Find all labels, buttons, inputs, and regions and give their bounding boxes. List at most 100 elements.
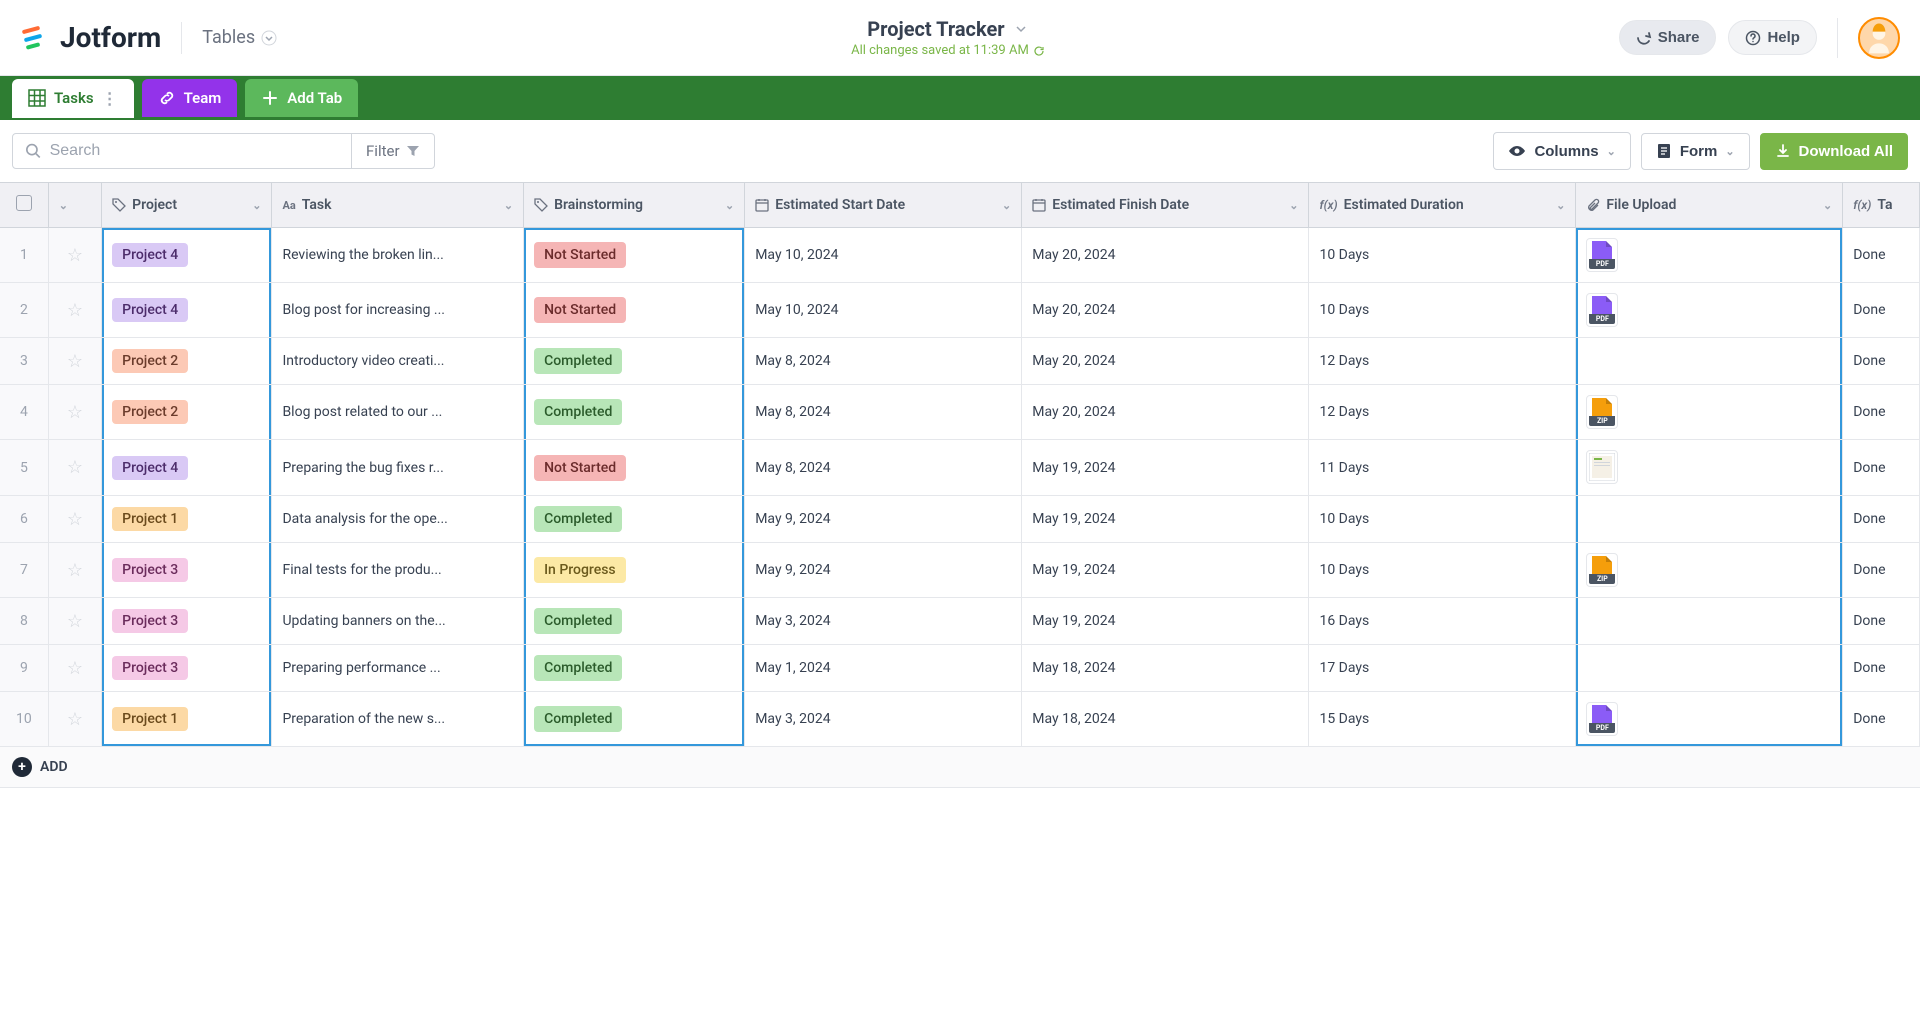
cell-finish-date[interactable]: May 19, 2024 — [1022, 496, 1309, 543]
cell-task[interactable]: Introductory video creati... — [272, 338, 524, 385]
tab-menu-icon[interactable]: ⋮ — [102, 89, 118, 108]
cell-file[interactable]: PDF — [1576, 692, 1843, 747]
cell-finish-date[interactable]: May 19, 2024 — [1022, 598, 1309, 645]
table-row[interactable]: 4☆Project 2Blog post related to our ...C… — [0, 385, 1920, 440]
project-title[interactable]: Project Tracker — [851, 17, 1045, 41]
star-button[interactable]: ☆ — [48, 385, 101, 440]
table-row[interactable]: 1☆Project 4Reviewing the broken lin...No… — [0, 228, 1920, 283]
download-all-button[interactable]: Download All — [1760, 133, 1908, 170]
cell-status[interactable]: Completed — [524, 598, 745, 645]
table-row[interactable]: 5☆Project 4Preparing the bug fixes r...N… — [0, 440, 1920, 496]
cell-file[interactable] — [1576, 496, 1843, 543]
checkbox-icon[interactable] — [16, 195, 32, 211]
cell-task[interactable]: Preparation of the new s... — [272, 692, 524, 747]
cell-status[interactable]: Completed — [524, 645, 745, 692]
file-attachment[interactable]: PDF — [1586, 702, 1618, 736]
cell-project[interactable]: Project 1 — [102, 692, 272, 747]
select-all-header[interactable] — [0, 183, 48, 228]
cell-start-date[interactable]: May 3, 2024 — [745, 692, 1022, 747]
cell-project[interactable]: Project 3 — [102, 598, 272, 645]
cell-status[interactable]: Not Started — [524, 228, 745, 283]
cell-task[interactable]: Reviewing the broken lin... — [272, 228, 524, 283]
cell-task[interactable]: Preparing the bug fixes r... — [272, 440, 524, 496]
cell-project[interactable]: Project 4 — [102, 283, 272, 338]
cell-project[interactable]: Project 3 — [102, 543, 272, 598]
table-row[interactable]: 9☆Project 3Preparing performance ...Comp… — [0, 645, 1920, 692]
cell-project[interactable]: Project 4 — [102, 440, 272, 496]
cell-finish-date[interactable]: May 19, 2024 — [1022, 440, 1309, 496]
column-header-file[interactable]: File Upload⌄ — [1576, 183, 1843, 228]
star-button[interactable]: ☆ — [48, 228, 101, 283]
cell-status[interactable]: Completed — [524, 692, 745, 747]
columns-button[interactable]: Columns ⌄ — [1493, 132, 1630, 170]
cell-start-date[interactable]: May 9, 2024 — [745, 543, 1022, 598]
help-button[interactable]: Help — [1728, 20, 1817, 55]
cell-status[interactable]: In Progress — [524, 543, 745, 598]
file-attachment[interactable]: PDF — [1586, 293, 1618, 327]
cell-finish-date[interactable]: May 20, 2024 — [1022, 338, 1309, 385]
cell-task[interactable]: Data analysis for the ope... — [272, 496, 524, 543]
cell-finish-date[interactable]: May 18, 2024 — [1022, 645, 1309, 692]
cell-project[interactable]: Project 3 — [102, 645, 272, 692]
column-header-last[interactable]: f(x)Ta — [1843, 183, 1920, 228]
search-input[interactable] — [50, 142, 339, 160]
cell-task[interactable]: Updating banners on the... — [272, 598, 524, 645]
cell-file[interactable] — [1576, 440, 1843, 496]
search-box[interactable] — [12, 133, 352, 169]
cell-status[interactable]: Not Started — [524, 440, 745, 496]
tab-tasks[interactable]: Tasks ⋮ — [12, 79, 134, 118]
column-header-finish[interactable]: Estimated Finish Date⌄ — [1022, 183, 1309, 228]
column-header-start[interactable]: Estimated Start Date⌄ — [745, 183, 1022, 228]
expand-header[interactable]: ⌄ — [48, 183, 101, 228]
star-button[interactable]: ☆ — [48, 496, 101, 543]
star-button[interactable]: ☆ — [48, 598, 101, 645]
column-header-task[interactable]: AaTask⌄ — [272, 183, 524, 228]
logo[interactable]: Jotform — [20, 21, 161, 54]
cell-file[interactable]: ZIP — [1576, 543, 1843, 598]
file-attachment[interactable]: PDF — [1586, 238, 1618, 272]
cell-finish-date[interactable]: May 20, 2024 — [1022, 283, 1309, 338]
cell-task[interactable]: Final tests for the produ... — [272, 543, 524, 598]
cell-status[interactable]: Completed — [524, 385, 745, 440]
tab-team[interactable]: Team — [142, 79, 238, 117]
cell-project[interactable]: Project 1 — [102, 496, 272, 543]
cell-start-date[interactable]: May 1, 2024 — [745, 645, 1022, 692]
filter-button[interactable]: Filter — [352, 133, 435, 169]
share-button[interactable]: Share — [1619, 20, 1717, 55]
cell-file[interactable] — [1576, 645, 1843, 692]
cell-status[interactable]: Not Started — [524, 283, 745, 338]
cell-status[interactable]: Completed — [524, 338, 745, 385]
table-row[interactable]: 7☆Project 3Final tests for the produ...I… — [0, 543, 1920, 598]
cell-start-date[interactable]: May 9, 2024 — [745, 496, 1022, 543]
cell-start-date[interactable]: May 3, 2024 — [745, 598, 1022, 645]
cell-status[interactable]: Completed — [524, 496, 745, 543]
cell-project[interactable]: Project 2 — [102, 338, 272, 385]
table-row[interactable]: 8☆Project 3Updating banners on the...Com… — [0, 598, 1920, 645]
file-attachment[interactable] — [1586, 450, 1618, 484]
cell-project[interactable]: Project 4 — [102, 228, 272, 283]
cell-start-date[interactable]: May 8, 2024 — [745, 440, 1022, 496]
cell-finish-date[interactable]: May 20, 2024 — [1022, 228, 1309, 283]
cell-finish-date[interactable]: May 20, 2024 — [1022, 385, 1309, 440]
cell-finish-date[interactable]: May 18, 2024 — [1022, 692, 1309, 747]
cell-task[interactable]: Blog post related to our ... — [272, 385, 524, 440]
cell-task[interactable]: Blog post for increasing ... — [272, 283, 524, 338]
cell-start-date[interactable]: May 10, 2024 — [745, 228, 1022, 283]
cell-file[interactable] — [1576, 338, 1843, 385]
file-attachment[interactable]: ZIP — [1586, 553, 1618, 587]
user-avatar[interactable] — [1858, 17, 1900, 59]
star-button[interactable]: ☆ — [48, 440, 101, 496]
table-row[interactable]: 6☆Project 1Data analysis for the ope...C… — [0, 496, 1920, 543]
add-row-button[interactable]: + ADD — [0, 747, 1920, 788]
cell-task[interactable]: Preparing performance ... — [272, 645, 524, 692]
cell-file[interactable]: ZIP — [1576, 385, 1843, 440]
star-button[interactable]: ☆ — [48, 645, 101, 692]
cell-start-date[interactable]: May 8, 2024 — [745, 338, 1022, 385]
form-button[interactable]: Form ⌄ — [1641, 133, 1750, 170]
cell-file[interactable] — [1576, 598, 1843, 645]
column-header-project[interactable]: Project⌄ — [102, 183, 272, 228]
star-button[interactable]: ☆ — [48, 692, 101, 747]
table-row[interactable]: 3☆Project 2Introductory video creati...C… — [0, 338, 1920, 385]
add-tab-button[interactable]: Add Tab — [245, 79, 358, 117]
cell-project[interactable]: Project 2 — [102, 385, 272, 440]
